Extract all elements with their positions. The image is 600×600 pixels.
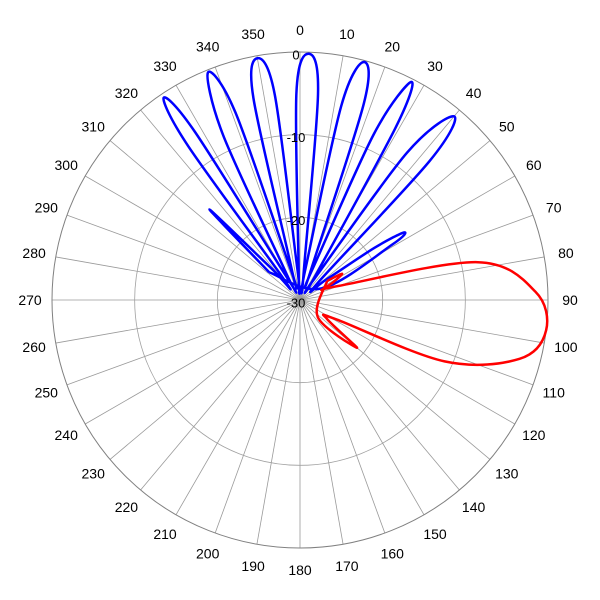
angle-tick-label-0: 0 bbox=[296, 22, 304, 38]
spoke-170 bbox=[299, 299, 344, 545]
spoke-200 bbox=[214, 299, 301, 534]
spoke-190 bbox=[256, 299, 301, 545]
angle-tick-label-340: 340 bbox=[196, 38, 220, 54]
spoke-140 bbox=[299, 299, 460, 491]
series-layer bbox=[162, 52, 549, 367]
spoke-160 bbox=[299, 299, 386, 534]
angle-tick-label-200: 200 bbox=[196, 546, 220, 562]
angle-tick-label-30: 30 bbox=[427, 58, 443, 74]
angle-tick-label-40: 40 bbox=[466, 85, 482, 101]
angle-tick-label-130: 130 bbox=[495, 466, 519, 482]
angle-tick-label-10: 10 bbox=[339, 26, 355, 42]
radial-tick-label-neg10: -10 bbox=[287, 130, 306, 145]
angle-tick-label-80: 80 bbox=[558, 245, 574, 261]
spoke-80 bbox=[299, 256, 545, 301]
angle-tick-label-230: 230 bbox=[82, 466, 106, 482]
angle-tick-label-110: 110 bbox=[543, 384, 566, 400]
angle-tick-label-330: 330 bbox=[153, 58, 177, 74]
spoke-280 bbox=[55, 256, 301, 301]
angle-tick-label-70: 70 bbox=[546, 200, 562, 216]
radial-tick-label-0: 0 bbox=[292, 48, 299, 63]
angle-tick-label-100: 100 bbox=[554, 339, 578, 355]
angle-tick-label-120: 120 bbox=[522, 427, 546, 443]
ring-neg20 bbox=[216, 216, 384, 384]
spoke-120 bbox=[299, 299, 515, 425]
spoke-50 bbox=[299, 140, 491, 301]
angle-tick-label-90: 90 bbox=[562, 292, 578, 308]
spoke-100 bbox=[299, 299, 545, 344]
polar-grid bbox=[51, 51, 549, 549]
angle-tick-label-170: 170 bbox=[335, 558, 359, 574]
spoke-310 bbox=[109, 140, 301, 301]
radial-tick-label-neg30: -30 bbox=[287, 296, 306, 311]
angle-tick-label-320: 320 bbox=[115, 85, 139, 101]
series-2-curve bbox=[315, 260, 549, 367]
angle-tick-label-220: 220 bbox=[115, 499, 139, 515]
spoke-40 bbox=[299, 109, 460, 301]
spoke-250 bbox=[66, 299, 301, 386]
angle-tick-label-250: 250 bbox=[35, 384, 59, 400]
ring-0 bbox=[51, 51, 549, 549]
spoke-290 bbox=[66, 214, 301, 301]
spoke-340 bbox=[214, 66, 301, 301]
spoke-110 bbox=[299, 299, 534, 386]
angle-tick-label-160: 160 bbox=[381, 546, 405, 562]
angle-tick-label-270: 270 bbox=[18, 292, 42, 308]
spoke-220 bbox=[140, 299, 301, 491]
radial-tick-label-neg20: -20 bbox=[287, 213, 306, 228]
angle-tick-label-50: 50 bbox=[499, 118, 515, 134]
spoke-260 bbox=[55, 299, 301, 344]
angle-tick-label-310: 310 bbox=[82, 118, 106, 134]
angle-tick-label-140: 140 bbox=[462, 499, 486, 515]
spoke-230 bbox=[109, 299, 301, 460]
angle-tick-label-300: 300 bbox=[55, 157, 79, 173]
tick-labels: 0 10 20 30 40 50 60 70 80 90 100 110 120 130 140 150 160… bbox=[18, 22, 578, 578]
ring-neg10 bbox=[134, 134, 466, 466]
angle-tick-label-180: 180 bbox=[288, 562, 312, 578]
angle-tick-label-260: 260 bbox=[22, 339, 46, 355]
angle-tick-label-240: 240 bbox=[55, 427, 79, 443]
spoke-350 bbox=[256, 55, 301, 301]
spoke-320 bbox=[140, 109, 301, 301]
angle-tick-label-20: 20 bbox=[385, 38, 401, 54]
series-1-curve bbox=[162, 52, 457, 295]
spoke-300 bbox=[85, 175, 301, 301]
spoke-240 bbox=[85, 299, 301, 425]
spoke-210 bbox=[175, 299, 301, 515]
spoke-130 bbox=[299, 299, 491, 460]
angle-tick-label-350: 350 bbox=[241, 26, 265, 42]
spoke-150 bbox=[299, 299, 425, 515]
angle-tick-label-210: 210 bbox=[153, 526, 177, 542]
angle-tick-label-280: 280 bbox=[22, 245, 46, 261]
angle-tick-label-150: 150 bbox=[423, 526, 447, 542]
angle-tick-label-290: 290 bbox=[35, 200, 59, 216]
angle-tick-label-190: 190 bbox=[241, 558, 265, 574]
angle-tick-label-60: 60 bbox=[526, 157, 542, 173]
